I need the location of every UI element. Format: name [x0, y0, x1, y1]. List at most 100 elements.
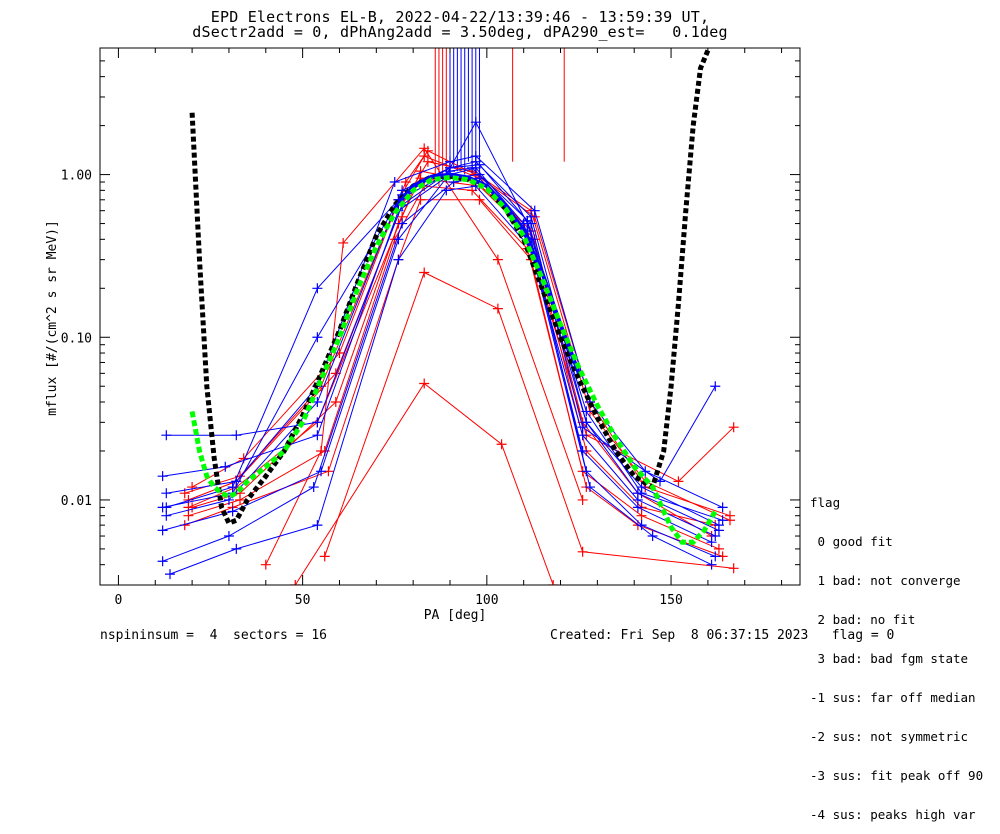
blue-plus-marker [308, 482, 319, 493]
blue-plus-marker [312, 417, 323, 428]
blue-plus-marker [165, 569, 175, 580]
legend-item: 0 good fit [810, 534, 893, 549]
x-tick-label: 150 [659, 593, 682, 608]
blue-plus-marker [710, 381, 721, 392]
y-tick-label: 1.00 [61, 169, 92, 184]
x-tick-label: 50 [295, 593, 311, 608]
red-plus-marker [577, 494, 588, 505]
blue-plus-marker [312, 332, 323, 343]
red-plus-marker [319, 551, 330, 562]
blue-plus-marker [647, 531, 658, 542]
chart-title-line-2: dSectr2add = 0, dPhAng2add = 3.50deg, dP… [192, 23, 728, 41]
red-plus-marker [260, 559, 271, 570]
red-plus-marker [316, 445, 327, 456]
blue-plus-marker [632, 502, 643, 513]
blue-plus-marker [706, 559, 717, 570]
blue-plus-marker [157, 502, 168, 513]
red-plus-marker [728, 422, 739, 433]
legend-item: 1 bad: not converge [810, 573, 961, 588]
blue-series-line [162, 174, 712, 543]
legend-item: -3 sus: fit peak off 90 [810, 768, 984, 783]
legend-item: -1 sus: far off median [810, 690, 976, 705]
blue-plus-marker [389, 177, 400, 188]
red-plus-marker [492, 303, 503, 314]
red-plus-marker [187, 482, 198, 493]
blue-plus-marker [717, 515, 728, 526]
blue-plus-marker [393, 254, 404, 265]
red-plus-marker [577, 546, 588, 557]
legend-item: 3 bad: bad fgm state [810, 651, 969, 666]
y-axis-label: mflux [#/(cm^2 s sr MeV)] [45, 220, 60, 416]
blue-plus-marker [636, 488, 647, 499]
blue-plus-marker [227, 506, 238, 517]
blue-series-line [166, 121, 720, 531]
blue-plus-marker [713, 525, 724, 536]
red-series-line [188, 185, 720, 550]
red-plus-marker [728, 563, 739, 574]
x-axis-label: PA [deg] [424, 608, 487, 623]
blue-plus-marker [470, 117, 481, 128]
blue-plus-marker [474, 159, 485, 170]
blue-plus-marker [231, 430, 242, 441]
red-plus-marker [419, 143, 430, 154]
blue-plus-marker [470, 151, 481, 162]
chart-plot-area: 0 50 100 150 0.01 0.10 1.00 PA [deg] mflux [#/… [45, 47, 801, 623]
blue-series-line [166, 161, 720, 526]
blue-plus-marker [441, 185, 452, 196]
blue-plus-marker [157, 471, 168, 482]
footer-spin-info: nspininsum = 4 sectors = 16 [100, 628, 327, 643]
chart-title-line-1: EPD Electrons EL-B, 2022-04-22/13:39:46 … [210, 8, 710, 26]
red-series-line [294, 382, 554, 585]
blue-plus-marker [157, 556, 168, 567]
red-plus-marker [548, 580, 559, 585]
legend-item: -4 sus: peaks high var [810, 807, 976, 822]
blue-plus-marker [157, 525, 168, 536]
red-plus-marker [330, 396, 341, 407]
blue-plus-marker [231, 543, 242, 554]
red-plus-marker [419, 378, 430, 389]
x-tick-label: 0 [115, 593, 123, 608]
footer-created-info: Created: Fri Sep 8 06:37:15 2023 flag = … [550, 628, 895, 643]
red-plus-marker [400, 177, 411, 188]
green-fit-curve [189, 174, 718, 545]
blue-plus-marker [161, 430, 172, 441]
red-plus-marker [422, 156, 433, 167]
red-plus-marker [492, 254, 503, 265]
red-plus-marker [334, 348, 345, 359]
blue-plus-marker [467, 162, 478, 173]
red-series-line [265, 147, 584, 565]
red-plus-marker [419, 267, 430, 278]
legend-item: -2 sus: not symmetric [810, 729, 969, 744]
blue-plus-marker [312, 520, 323, 531]
blue-plus-marker [220, 461, 231, 472]
red-plus-marker [187, 502, 198, 513]
red-plus-marker [338, 237, 349, 248]
red-plus-marker [636, 510, 647, 521]
blue-plus-marker [312, 430, 323, 441]
blue-plus-marker [717, 502, 728, 513]
fit-curves-group [189, 49, 718, 545]
red-plus-marker [415, 194, 426, 205]
blue-plus-marker [161, 488, 172, 499]
blue-series-line [169, 185, 712, 575]
blue-plus-marker [223, 531, 234, 542]
blue-plus-marker [585, 482, 595, 493]
blue-series-line [166, 167, 716, 483]
y-tick-label: 0.10 [61, 331, 92, 346]
blue-plus-marker [223, 494, 234, 505]
red-plus-marker [330, 368, 341, 379]
x-tick-label: 100 [475, 593, 498, 608]
blue-plus-marker [397, 218, 408, 229]
flag-legend: flag 0 good fit 1 bad: not converge 2 ba… [810, 470, 983, 834]
blue-plus-marker [581, 406, 592, 417]
blue-plus-marker [522, 215, 533, 226]
red-plus-marker [183, 510, 194, 521]
blue-plus-marker [710, 551, 721, 562]
blue-plus-marker [529, 205, 540, 216]
blue-series-line [162, 167, 716, 537]
blue-series-line [166, 155, 723, 508]
legend-item: 2 bad: no fit [810, 612, 916, 627]
red-plus-marker [474, 194, 485, 205]
y-tick-label: 0.01 [61, 494, 92, 509]
red-plus-marker [673, 476, 684, 487]
